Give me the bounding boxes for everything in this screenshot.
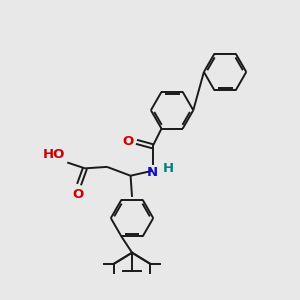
Text: N: N	[147, 166, 158, 179]
Text: HO: HO	[43, 148, 65, 161]
Text: O: O	[123, 135, 134, 148]
Text: O: O	[72, 188, 83, 201]
Text: H: H	[163, 162, 174, 175]
